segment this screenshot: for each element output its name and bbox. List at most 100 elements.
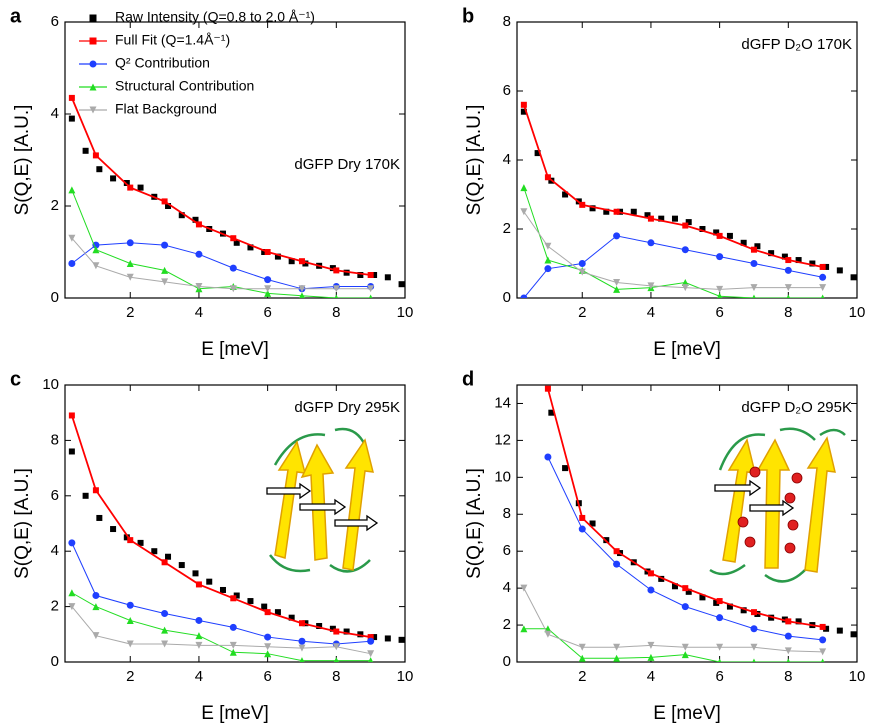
marker-triangle-down xyxy=(367,285,375,293)
marker-triangle xyxy=(334,294,339,298)
marker-square xyxy=(92,487,99,494)
marker-square xyxy=(671,583,678,590)
marker-triangle xyxy=(613,285,621,293)
marker-triangle-down xyxy=(520,208,528,216)
marker-square xyxy=(534,150,541,157)
marker-triangle xyxy=(786,658,791,662)
marker-circle xyxy=(784,632,792,640)
marker-square xyxy=(165,203,172,209)
x-tick-label: 10 xyxy=(849,668,866,685)
marker-circle xyxy=(68,260,76,267)
x-tick-label: 10 xyxy=(397,668,414,685)
marker-circle xyxy=(68,539,76,547)
marker-triangle-down xyxy=(544,242,552,250)
marker-square xyxy=(823,263,830,270)
marker-circle xyxy=(126,601,134,609)
marker-triangle-down xyxy=(161,640,169,648)
y-tick-label: 8 xyxy=(503,505,511,522)
marker-triangle xyxy=(578,654,586,662)
marker-square xyxy=(836,627,843,634)
marker-circle xyxy=(195,250,203,258)
marker-circle xyxy=(92,592,100,600)
marker-square xyxy=(68,94,75,101)
marker-square xyxy=(713,229,720,236)
marker-square xyxy=(96,514,103,521)
x-tick-label: 6 xyxy=(263,304,271,321)
plot-area xyxy=(68,412,405,662)
marker-square xyxy=(178,212,185,219)
marker-triangle-down xyxy=(819,284,827,292)
plot-frame xyxy=(516,21,858,299)
marker-triangle-down xyxy=(126,640,134,648)
marker-square xyxy=(850,274,857,281)
marker-triangle xyxy=(92,246,100,254)
marker-triangle-down xyxy=(332,285,340,293)
marker-square xyxy=(740,607,747,614)
marker-triangle-down xyxy=(681,643,689,651)
marker-square xyxy=(562,191,569,198)
marker-square xyxy=(288,614,295,621)
marker-square xyxy=(261,249,268,255)
marker-triangle-down xyxy=(92,262,100,270)
marker-square xyxy=(371,272,378,278)
series-line xyxy=(71,592,371,662)
marker-square xyxy=(264,609,271,616)
marker-triangle-down xyxy=(161,278,169,286)
marker-square xyxy=(384,635,391,642)
marker-square xyxy=(302,260,309,267)
marker-circle xyxy=(681,246,689,254)
marker-square xyxy=(357,631,364,638)
marker-square xyxy=(658,575,665,582)
marker-square xyxy=(671,215,678,222)
marker-triangle xyxy=(126,260,134,267)
marker-triangle xyxy=(752,658,756,662)
plot-area xyxy=(68,94,405,298)
marker-triangle-down xyxy=(520,584,528,592)
marker-square xyxy=(68,412,75,419)
marker-square xyxy=(630,208,637,215)
plot-frame xyxy=(64,21,406,299)
marker-square xyxy=(850,631,857,638)
marker-square xyxy=(785,618,792,625)
marker-square xyxy=(544,174,551,181)
marker-square xyxy=(137,539,144,546)
y-tick-label: 8 xyxy=(51,431,59,448)
marker-triangle-down xyxy=(544,630,552,638)
marker-circle xyxy=(613,560,621,568)
marker-square xyxy=(195,221,202,228)
marker-square xyxy=(836,267,843,274)
marker-square xyxy=(613,548,620,555)
legend-label: Q² Contribution xyxy=(115,55,210,71)
marker-square xyxy=(685,588,692,595)
x-axis-label: E [meV] xyxy=(201,339,269,360)
panel-label: c xyxy=(10,368,21,390)
y-axis-label: S(Q,E) [A.U.] xyxy=(464,105,485,216)
marker-square xyxy=(685,219,692,226)
marker-square xyxy=(127,184,134,191)
marker-triangle xyxy=(820,658,825,662)
marker-square xyxy=(647,215,654,222)
marker-square xyxy=(357,272,364,278)
marker-triangle-down xyxy=(647,282,655,290)
marker-square xyxy=(603,208,610,215)
marker-square xyxy=(716,598,723,605)
marker-square xyxy=(288,258,295,265)
marker-square xyxy=(230,595,237,602)
marker-square xyxy=(195,581,202,588)
marker-circle xyxy=(578,260,586,267)
marker-triangle xyxy=(613,654,621,662)
marker-circle xyxy=(681,603,689,611)
marker-square xyxy=(823,625,830,632)
y-axis-label: S(Q,E) [A.U.] xyxy=(464,468,485,579)
plot-frame xyxy=(64,384,406,663)
marker-circle xyxy=(92,241,100,249)
x-tick-label: 8 xyxy=(784,668,792,685)
marker-triangle-down xyxy=(195,641,203,649)
marker-square xyxy=(68,115,75,122)
marker-triangle-down xyxy=(229,285,237,293)
marker-circle xyxy=(613,232,621,240)
y-axis-label: S(Q,E) [A.U.] xyxy=(12,105,33,216)
marker-circle xyxy=(229,623,237,631)
x-tick-label: 8 xyxy=(332,304,340,321)
marker-triangle xyxy=(544,256,552,264)
